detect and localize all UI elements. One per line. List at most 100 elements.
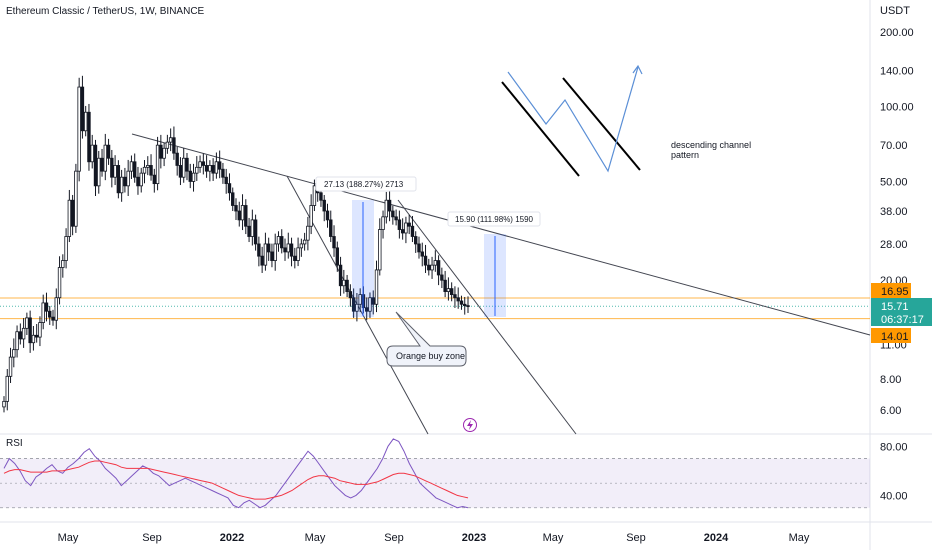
candle-up [384, 199, 389, 218]
candle-up [430, 264, 434, 271]
candle-up [208, 165, 212, 172]
last-price-text: 15.71 [881, 301, 909, 313]
descending-trendline [131, 133, 871, 336]
level-badge-high-text: 16.95 [881, 286, 909, 298]
candle-up [126, 170, 130, 187]
candle-down [289, 243, 294, 257]
rsi-pane[interactable] [0, 438, 870, 509]
candle-up [113, 165, 117, 178]
candle-down [397, 219, 402, 230]
candle-down [414, 236, 418, 245]
candle-up [61, 260, 65, 268]
candle-down [100, 157, 104, 172]
candle-up [139, 172, 143, 187]
time-tick-label: May [789, 532, 810, 544]
price-axis[interactable]: 200.00140.00100.0070.0050.0038.0028.0020… [880, 27, 914, 417]
candle-down [280, 236, 284, 249]
candle-up [296, 247, 300, 261]
candle-up [286, 243, 290, 253]
candle-down [322, 199, 326, 212]
measure-label-bg-1 [315, 176, 417, 192]
candle-up [191, 172, 196, 182]
candle-up [15, 331, 19, 351]
candle-up [77, 86, 81, 172]
rsi-tick-label: 80.00 [880, 441, 908, 453]
channel-arrowhead [632, 64, 643, 75]
candle-up [146, 165, 150, 168]
measure-box-2[interactable]: 15.90 (111.98%) 1590 [447, 211, 541, 317]
candle-down [400, 229, 405, 234]
candle-up [165, 141, 170, 149]
candle-down [110, 157, 114, 178]
lightning-icon[interactable] [463, 418, 477, 432]
candle-up [67, 199, 72, 237]
candle-down [70, 199, 75, 227]
candle-up [358, 294, 362, 305]
candle-down [247, 225, 251, 237]
price-tick-label: 38.00 [880, 206, 908, 218]
candle-down [260, 255, 264, 266]
candle-up [355, 303, 359, 312]
candle-down [266, 243, 271, 253]
channel-sketch [501, 64, 643, 177]
buy-zone-callout[interactable]: Orange buy zone [386, 311, 467, 367]
candle-up [64, 236, 68, 261]
candle-down [18, 331, 23, 340]
candle-down [325, 210, 330, 221]
candle-down [253, 219, 258, 245]
candle-down [319, 192, 323, 201]
candle-down [231, 192, 235, 206]
candle-up [195, 166, 199, 174]
time-axis[interactable]: May Sep 2022 May Sep 2023 May Sep 2024 May [58, 532, 810, 544]
level-badge-low: 14.01 [871, 328, 911, 343]
candle-up [21, 327, 26, 340]
measure-box-1[interactable]: 27.13 (188.27%) 2713 [315, 176, 417, 317]
candle-down [106, 144, 111, 159]
candle-up [38, 322, 42, 338]
candle-down [463, 303, 467, 307]
candle-down [453, 294, 457, 299]
candle-up [433, 260, 438, 266]
price-tick-label: 8.00 [880, 374, 901, 386]
candle-down [407, 222, 411, 227]
candle-up [168, 137, 173, 143]
candle-down [123, 176, 127, 187]
rsi-series-1 [3, 460, 469, 500]
pattern-note-line1: descending channel [671, 140, 751, 150]
time-tick-label: May [543, 532, 564, 544]
countdown-text: 06:37:17 [881, 314, 924, 326]
rsi-series-0 [3, 438, 469, 509]
price-tick-label: 28.00 [880, 239, 908, 251]
candle-up [309, 205, 313, 227]
candle-up [83, 111, 88, 132]
candle-down [270, 251, 274, 261]
candle-up [446, 288, 451, 292]
last-price-badge-bg [871, 298, 932, 326]
channel-path [507, 66, 639, 173]
candle-down [34, 334, 39, 338]
price-tick-label: 100.00 [880, 102, 914, 114]
time-tick-label: Sep [142, 532, 162, 544]
candle-up [5, 375, 9, 402]
candle-down [283, 247, 287, 253]
candle-down [427, 264, 431, 271]
candle-down [348, 291, 353, 299]
candle-up [214, 161, 219, 174]
candle-down [440, 274, 444, 281]
chart-title: Ethereum Classic / TetherUS, 1W, BINANCE [6, 6, 205, 17]
candle-down [159, 144, 163, 159]
candle-down [51, 316, 55, 321]
candle-up [240, 205, 245, 221]
horizontal-levels [0, 297, 870, 320]
candle-up [404, 222, 408, 234]
candle-down [459, 300, 464, 305]
candle-up [41, 302, 45, 323]
candle-up [374, 269, 379, 305]
candle-down [423, 255, 428, 266]
candle-up [54, 297, 58, 321]
level-badge-low-text: 14.01 [881, 331, 909, 343]
candle-down [175, 152, 179, 166]
candle-down [48, 310, 52, 318]
candle-up [25, 317, 29, 329]
